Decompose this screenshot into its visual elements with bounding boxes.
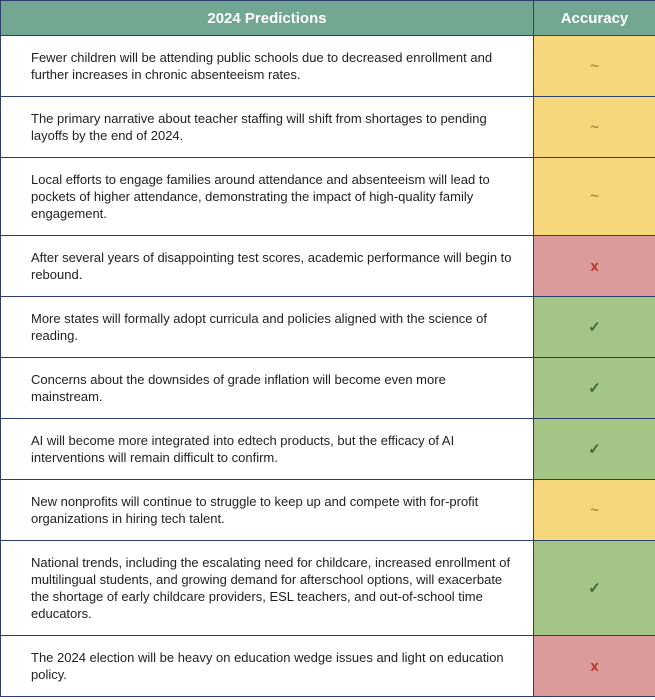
prediction-text: AI will become more integrated into edte…	[0, 418, 534, 480]
prediction-row: AI will become more integrated into edte…	[0, 418, 655, 480]
prediction-row: More states will formally adopt curricul…	[0, 296, 655, 358]
accuracy-mark: ✓	[533, 357, 655, 419]
accuracy-mark: ~	[533, 96, 655, 158]
prediction-text: The 2024 election will be heavy on educa…	[0, 635, 534, 697]
header-row: 2024 Predictions Accuracy	[0, 0, 655, 36]
prediction-text: The primary narrative about teacher staf…	[0, 96, 534, 158]
prediction-text: National trends, including the escalatin…	[0, 540, 534, 636]
prediction-row: Concerns about the downsides of grade in…	[0, 357, 655, 419]
prediction-text: Fewer children will be attending public …	[0, 35, 534, 97]
accuracy-mark: x	[533, 635, 655, 697]
prediction-row: National trends, including the escalatin…	[0, 540, 655, 636]
prediction-row: The 2024 election will be heavy on educa…	[0, 635, 655, 697]
prediction-row: After several years of disappointing tes…	[0, 235, 655, 297]
prediction-text: Local efforts to engage families around …	[0, 157, 534, 236]
prediction-row: New nonprofits will continue to struggle…	[0, 479, 655, 541]
prediction-text: More states will formally adopt curricul…	[0, 296, 534, 358]
prediction-row: The primary narrative about teacher staf…	[0, 96, 655, 158]
accuracy-mark: ✓	[533, 418, 655, 480]
prediction-row: Fewer children will be attending public …	[0, 35, 655, 97]
header-cell: 2024 Predictions	[0, 0, 534, 36]
accuracy-mark: ~	[533, 157, 655, 236]
accuracy-mark: ✓	[533, 296, 655, 358]
header-cell: Accuracy	[533, 0, 655, 36]
prediction-text: New nonprofits will continue to struggle…	[0, 479, 534, 541]
prediction-text: After several years of disappointing tes…	[0, 235, 534, 297]
accuracy-mark: x	[533, 235, 655, 297]
prediction-text: Concerns about the downsides of grade in…	[0, 357, 534, 419]
accuracy-mark: ✓	[533, 540, 655, 636]
accuracy-mark: ~	[533, 479, 655, 541]
table-body: Fewer children will be attending public …	[0, 35, 655, 697]
prediction-row: Local efforts to engage families around …	[0, 157, 655, 236]
accuracy-mark: ~	[533, 35, 655, 97]
